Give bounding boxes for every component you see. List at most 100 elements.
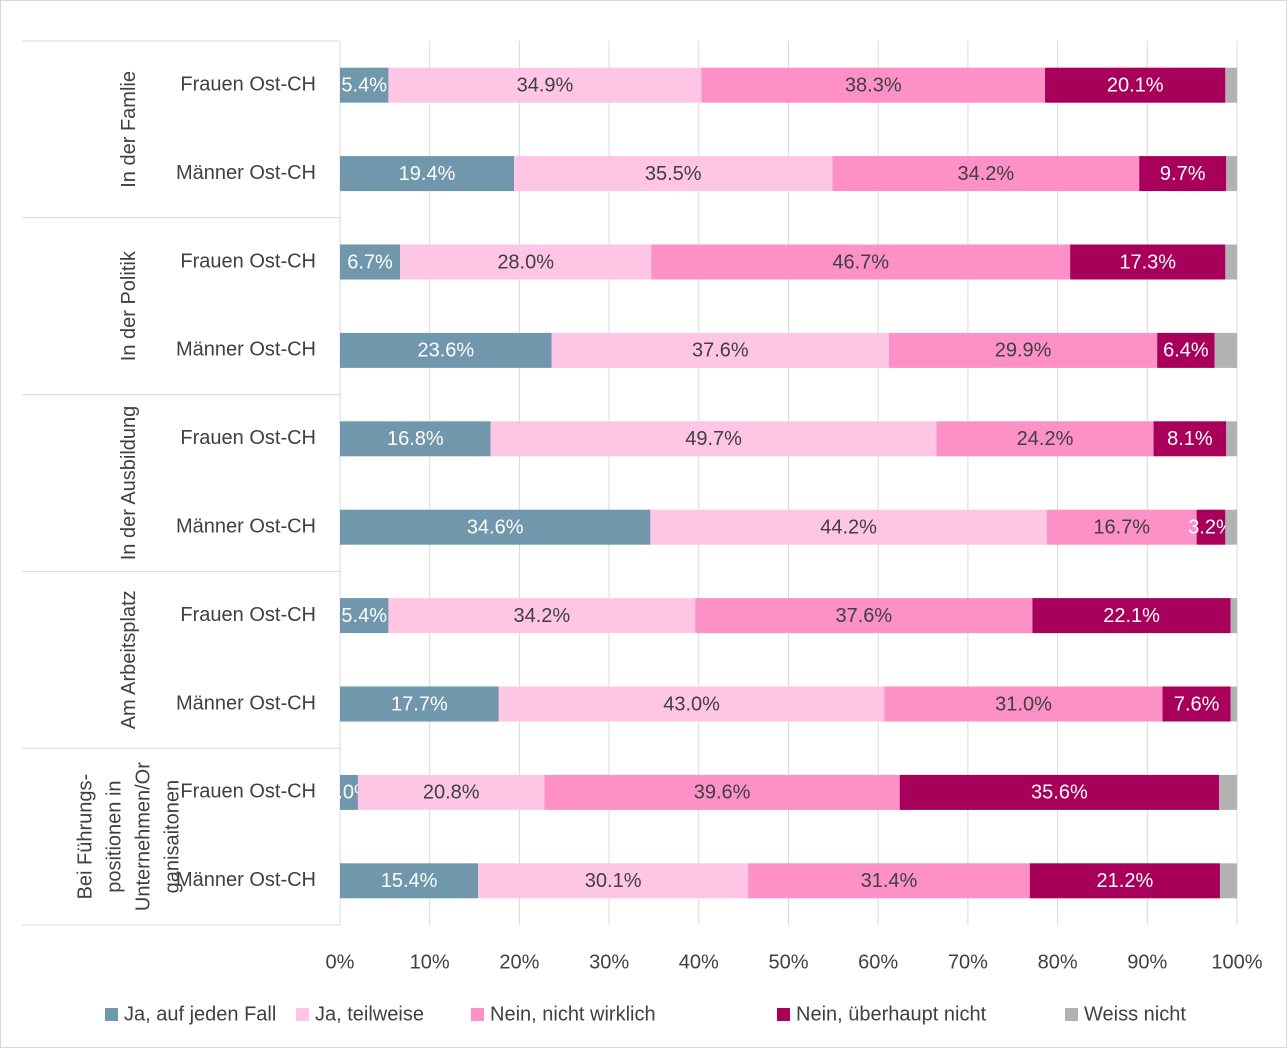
bar-segment	[1219, 863, 1237, 899]
group-label: In der Ausbildung	[118, 406, 140, 561]
data-label: 34.9%	[517, 74, 574, 96]
data-label: 19.4%	[399, 163, 456, 185]
bar-segment	[1226, 156, 1237, 192]
data-label: 34.6%	[467, 516, 524, 538]
bar-segment	[1196, 509, 1226, 545]
x-tick-label: 0%	[326, 951, 355, 973]
legend-label: Weiss nicht	[1084, 1003, 1186, 1025]
group-label: Unternehmen/Or	[133, 762, 155, 911]
bar-segment	[340, 156, 515, 192]
x-tick-label: 40%	[679, 951, 719, 973]
bar-segment	[1230, 598, 1237, 634]
group-label-line: Bei Führungs-	[75, 774, 97, 900]
bar-segment	[1219, 774, 1237, 810]
data-label: 38.3%	[845, 74, 902, 96]
bar-segment	[1214, 332, 1237, 368]
category-label: Männer Ost-CH	[176, 162, 316, 184]
bar-segment	[1029, 863, 1220, 899]
data-label: 21.2%	[1097, 870, 1154, 892]
data-label: 35.6%	[1031, 782, 1088, 804]
bar-segment	[340, 332, 552, 368]
bar-segment	[1226, 421, 1237, 457]
group-label-line: In der Famlie	[118, 71, 140, 188]
group-label: Bei Führungs-	[75, 774, 97, 900]
data-label: 30.1%	[585, 870, 642, 892]
bar-segment	[340, 686, 499, 722]
bar-segment	[1162, 686, 1231, 722]
bar-segment	[1139, 156, 1227, 192]
group-label: In der Famlie	[118, 71, 140, 188]
legend-label: Ja, teilweise	[315, 1003, 424, 1025]
data-label: 37.6%	[692, 340, 749, 362]
data-label: 31.4%	[861, 870, 918, 892]
data-label: 39.6%	[694, 782, 751, 804]
data-label: 9.7%	[1160, 163, 1206, 185]
bar-segment	[650, 509, 1047, 545]
data-label: 34.2%	[957, 163, 1014, 185]
data-label: 16.7%	[1093, 516, 1150, 538]
bar-segment	[1070, 244, 1226, 280]
category-label: Männer Ost-CH	[176, 339, 316, 361]
bar-segment	[899, 774, 1220, 810]
legend-swatch	[296, 1008, 309, 1021]
data-label: 35.5%	[645, 163, 702, 185]
bar-segment	[340, 509, 651, 545]
data-label: 31.0%	[995, 693, 1052, 715]
bar-segment	[832, 156, 1140, 192]
data-label: 17.7%	[391, 693, 448, 715]
data-label: 5.4%	[341, 605, 387, 627]
x-tick-label: 10%	[410, 951, 450, 973]
legend-swatch	[1065, 1008, 1078, 1021]
bar-segment	[400, 244, 652, 280]
bar-segment	[1032, 598, 1231, 634]
data-label: 7.6%	[1174, 693, 1220, 715]
category-label: Frauen Ost-CH	[180, 781, 316, 803]
bar-segment	[514, 156, 833, 192]
legend-swatch	[777, 1008, 790, 1021]
bar-segment	[1157, 332, 1215, 368]
data-label: 29.9%	[995, 340, 1052, 362]
data-label: 34.2%	[513, 605, 570, 627]
group-label-line: In der Ausbildung	[118, 406, 140, 561]
bar-segment	[748, 863, 1030, 899]
bar-segment	[340, 421, 491, 457]
group-label-line: ganisaitonen	[162, 780, 184, 893]
bar-segment	[888, 332, 1158, 368]
legend-label: Nein, überhaupt nicht	[796, 1003, 987, 1025]
category-label: Frauen Ost-CH	[180, 73, 316, 95]
bar-segment	[340, 67, 389, 103]
data-label: 6.7%	[347, 251, 393, 273]
category-label: Frauen Ost-CH	[180, 604, 316, 626]
data-label: 49.7%	[685, 428, 742, 450]
bar-segment	[340, 244, 401, 280]
data-label: 44.2%	[820, 516, 877, 538]
category-label: Männer Ost-CH	[176, 515, 316, 537]
group-label: Am Arbeitsplatz	[118, 590, 140, 729]
group-label-line: Am Arbeitsplatz	[118, 590, 140, 729]
bar-segment	[544, 774, 900, 810]
bar-segment	[1153, 421, 1227, 457]
data-label: 43.0%	[663, 693, 720, 715]
category-label: Frauen Ost-CH	[180, 427, 316, 449]
data-label: 8.1%	[1167, 428, 1213, 450]
x-tick-label: 20%	[499, 951, 539, 973]
data-label: 5.4%	[341, 74, 387, 96]
category-label: Frauen Ost-CH	[180, 250, 316, 272]
data-label: 22.1%	[1103, 605, 1160, 627]
bar-segment	[340, 598, 389, 634]
bar-segment	[498, 686, 885, 722]
data-label: 24.2%	[1017, 428, 1074, 450]
category-label: Männer Ost-CH	[176, 692, 316, 714]
data-label: 28.0%	[497, 251, 554, 273]
bar-segment	[357, 774, 545, 810]
data-label: 15.4%	[381, 870, 438, 892]
group-label-line: In der Politik	[118, 250, 140, 361]
data-label: 23.6%	[417, 340, 474, 362]
data-label: 3.2%	[1188, 516, 1234, 538]
bar-segment	[388, 67, 702, 103]
bar-segment	[1225, 244, 1237, 280]
group-label: In der Politik	[118, 250, 140, 361]
group-label: positionen in	[104, 780, 126, 892]
x-tick-label: 90%	[1127, 951, 1167, 973]
